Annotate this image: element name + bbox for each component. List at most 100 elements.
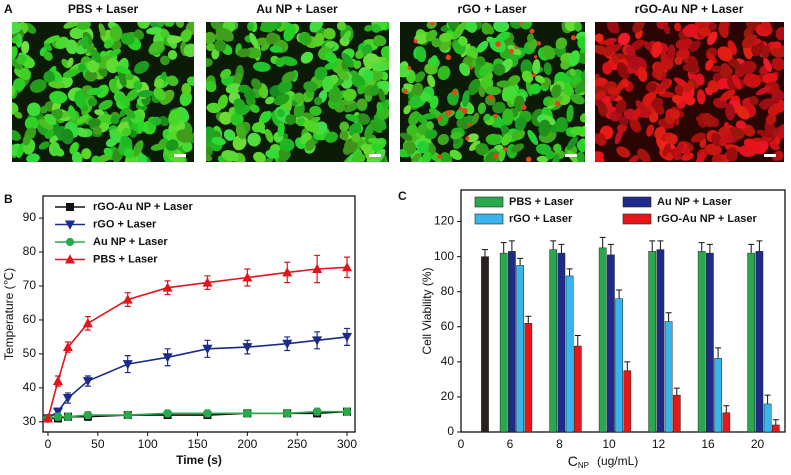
dead-cell [555,100,561,107]
marker [163,409,172,418]
cell [741,34,757,49]
bar [771,424,780,433]
image-title: rGO + Laser [457,2,526,16]
cell [408,124,417,132]
cell [493,22,510,33]
cell [81,148,92,160]
cell [300,51,314,64]
cell [616,62,630,80]
cell [251,78,262,90]
cell [477,102,486,115]
cell [691,132,706,143]
cell [137,90,154,98]
series-line [47,336,348,420]
cell [237,48,251,58]
cell [704,143,722,156]
cell [555,37,568,50]
dead-cell [488,94,494,101]
cell [577,36,585,50]
cell [251,121,266,133]
cell [478,86,486,97]
cells [400,22,585,162]
cell [770,142,780,151]
cell [651,41,662,58]
cell [74,90,86,108]
cell [262,156,274,162]
cell [538,119,551,137]
cell [771,57,784,71]
cell [211,136,226,146]
cell [43,70,56,83]
cell [667,44,676,63]
cell [595,33,604,43]
dead-cell [514,45,519,50]
cell [214,39,227,52]
cell [279,138,295,152]
legend-swatch [622,196,652,208]
cell [502,108,514,126]
cell [674,22,682,32]
cell [672,94,684,104]
dead-cell [493,113,498,118]
y-axis-label: Cell Viability (%) [420,267,434,354]
cell [180,29,192,43]
cell [81,35,89,50]
cell [469,140,481,151]
cell [344,102,359,113]
cell [293,105,305,118]
cell [424,129,438,140]
plot-frame [460,189,786,433]
cell [356,113,371,125]
cell [51,70,63,83]
cell [249,32,259,48]
error-bar [756,240,763,252]
cell [566,104,574,123]
bar [565,275,574,433]
cell [247,22,254,31]
cell [378,88,386,103]
cell [628,155,639,162]
marker [202,344,213,355]
error-bar [599,236,606,248]
cell [94,109,105,116]
cell [735,105,750,120]
cell [439,32,453,43]
cell [511,143,525,153]
cell [345,113,360,123]
cell [718,22,729,38]
cell [88,118,101,128]
cell [266,32,278,45]
y-tick-label: 50 [23,346,37,360]
cell [206,153,213,162]
cell [725,103,735,121]
marker [313,407,322,416]
cell [155,22,164,27]
dead-cell [519,22,524,25]
bar [607,254,615,433]
cell [545,150,555,160]
marker [162,282,173,292]
cell [429,95,439,110]
x-tick-label: 200 [237,437,257,451]
cell [719,89,736,102]
marker [53,412,63,421]
bar [648,251,657,433]
marker [283,409,292,418]
dead-cell [458,106,463,111]
cell [175,22,184,28]
error-bar [566,268,573,276]
error-bar [616,289,623,299]
cell [775,27,784,41]
error-bar [723,405,730,413]
cells [12,22,194,162]
cell [529,83,541,95]
cell [421,113,437,120]
cell [12,46,18,60]
cell [309,105,322,116]
cell [21,40,30,54]
cell [62,69,79,78]
marker [282,267,293,277]
x-origin-label: 0 [458,437,465,451]
cell [509,22,522,29]
error-bar [574,335,581,347]
